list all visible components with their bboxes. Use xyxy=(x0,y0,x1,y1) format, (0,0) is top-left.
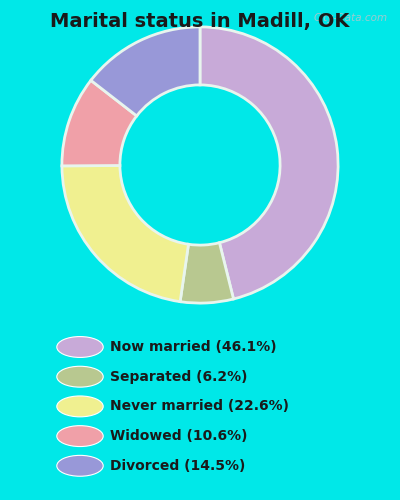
Wedge shape xyxy=(91,27,200,116)
Circle shape xyxy=(57,366,103,387)
Text: Never married (22.6%): Never married (22.6%) xyxy=(110,400,289,413)
Wedge shape xyxy=(62,80,137,166)
Wedge shape xyxy=(180,242,234,303)
Text: Separated (6.2%): Separated (6.2%) xyxy=(110,370,248,384)
Wedge shape xyxy=(62,166,188,302)
Text: Marital status in Madill, OK: Marital status in Madill, OK xyxy=(50,12,350,32)
Text: Widowed (10.6%): Widowed (10.6%) xyxy=(110,429,248,443)
Text: Now married (46.1%): Now married (46.1%) xyxy=(110,340,277,354)
Circle shape xyxy=(57,456,103,476)
Circle shape xyxy=(57,396,103,417)
Circle shape xyxy=(57,336,103,357)
Circle shape xyxy=(57,426,103,446)
Text: Divorced (14.5%): Divorced (14.5%) xyxy=(110,459,245,473)
Wedge shape xyxy=(200,27,338,299)
Text: City-Data.com: City-Data.com xyxy=(314,13,388,23)
